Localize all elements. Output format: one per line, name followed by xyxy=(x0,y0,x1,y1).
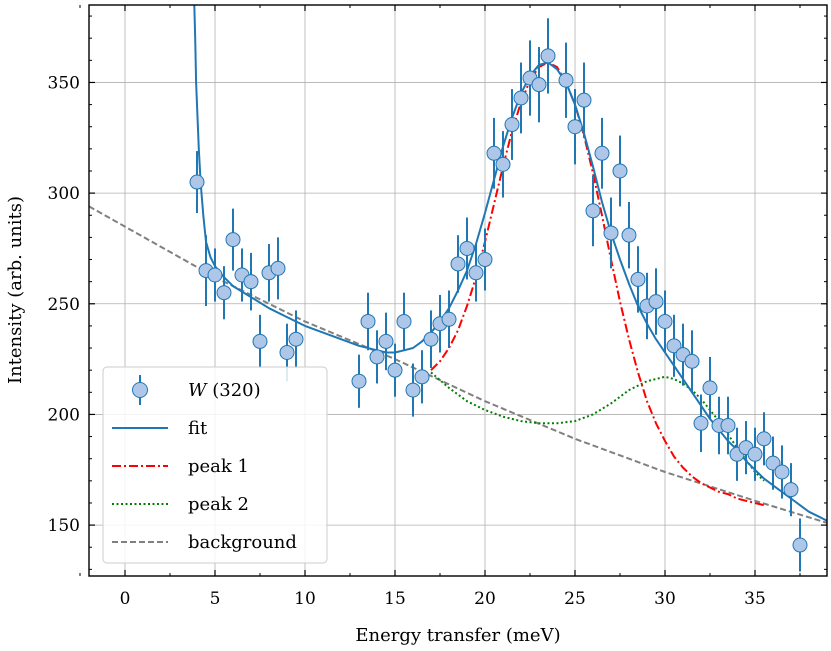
data-point xyxy=(585,203,601,219)
data-point xyxy=(504,117,520,133)
legend-entry-fit: fit xyxy=(112,418,208,439)
data-point xyxy=(414,369,430,385)
data-point xyxy=(576,92,592,108)
data-point xyxy=(369,349,385,365)
axis-ticks: 0 5 10 15 20 25 30 35 150 200 250 300 350 xyxy=(48,5,827,609)
y-tick-label: 350 xyxy=(48,73,80,93)
x-tick-label: 15 xyxy=(384,589,406,609)
data-point xyxy=(486,145,502,161)
x-tick-label: 20 xyxy=(474,589,496,609)
data-point xyxy=(351,373,367,389)
data-point xyxy=(603,225,619,241)
data-point xyxy=(621,227,637,243)
data-point xyxy=(792,537,808,553)
legend-label-data: W (320) xyxy=(188,380,261,401)
data-point xyxy=(423,331,439,347)
data-point xyxy=(558,72,574,88)
x-tick-label: 30 xyxy=(654,589,676,609)
data-point xyxy=(612,163,628,179)
data-point xyxy=(648,294,664,310)
background-curve xyxy=(89,205,827,524)
data-point xyxy=(747,446,763,462)
data-point xyxy=(243,274,259,290)
data-point xyxy=(387,362,403,378)
data-point xyxy=(567,119,583,135)
data-point xyxy=(720,418,736,434)
data-point xyxy=(459,240,475,256)
legend-entry-peak1: peak 1 xyxy=(112,456,249,477)
y-tick-label: 200 xyxy=(48,405,80,425)
data-point xyxy=(270,260,286,276)
x-tick-label: 10 xyxy=(294,589,316,609)
data-point xyxy=(396,313,412,329)
peak-2-curve xyxy=(430,371,765,482)
data-point xyxy=(477,252,493,268)
data-point xyxy=(216,285,232,301)
data-point xyxy=(360,313,376,329)
legend-label-peak1: peak 1 xyxy=(188,456,249,477)
data-point xyxy=(693,415,709,431)
data-point xyxy=(657,313,673,329)
legend-marker-icon xyxy=(132,382,148,398)
x-tick-label: 35 xyxy=(744,589,766,609)
y-tick-label: 300 xyxy=(48,184,80,204)
x-tick-label: 5 xyxy=(210,589,221,609)
legend: W (320) fit peak 1 peak 2 background xyxy=(102,366,328,564)
data-point xyxy=(288,331,304,347)
x-axis-label: Energy transfer (meV) xyxy=(355,625,560,646)
data-point xyxy=(630,271,646,287)
data-point xyxy=(252,333,268,349)
data-point xyxy=(756,431,772,447)
data-point xyxy=(468,265,484,281)
data-point xyxy=(702,380,718,396)
y-tick-label: 250 xyxy=(48,295,80,315)
data-point xyxy=(405,382,421,398)
data-point-layer xyxy=(189,18,808,572)
data-point xyxy=(540,48,556,64)
peak-1-curve xyxy=(430,61,765,507)
x-tick-label: 0 xyxy=(120,589,131,609)
legend-label-background: background xyxy=(188,532,297,553)
legend-entry-peak2: peak 2 xyxy=(112,494,249,515)
legend-entry-background: background xyxy=(112,532,297,553)
data-point xyxy=(594,145,610,161)
data-point xyxy=(495,156,511,172)
data-point xyxy=(531,77,547,93)
data-point xyxy=(783,482,799,498)
legend-label-fit: fit xyxy=(188,418,208,439)
data-point xyxy=(774,464,790,480)
legend-label-peak2: peak 2 xyxy=(188,494,249,515)
data-point xyxy=(225,232,241,248)
y-tick-label: 150 xyxy=(48,516,80,536)
data-point xyxy=(207,267,223,283)
data-point xyxy=(378,333,394,349)
data-point xyxy=(279,344,295,360)
data-point xyxy=(441,311,457,327)
data-point xyxy=(189,174,205,190)
data-point xyxy=(513,90,529,106)
legend-entry-data: W (320) xyxy=(132,375,261,405)
plot-frame xyxy=(88,4,828,577)
legend-box xyxy=(102,366,328,564)
data-point xyxy=(684,353,700,369)
data-point xyxy=(450,256,466,272)
x-tick-label: 25 xyxy=(564,589,586,609)
y-axis-label: Intensity (arb. units) xyxy=(5,196,26,384)
data-point xyxy=(666,338,682,354)
data-point xyxy=(765,455,781,471)
